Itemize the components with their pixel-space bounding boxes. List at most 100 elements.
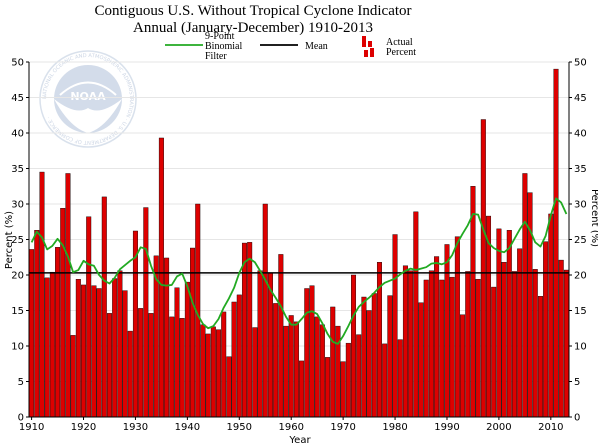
bar-1966 bbox=[319, 324, 325, 418]
y-axis-label-right: Percent (%) bbox=[589, 189, 598, 247]
bar-1989 bbox=[439, 279, 445, 418]
bar-2001 bbox=[501, 262, 507, 418]
bar-1976 bbox=[371, 293, 377, 418]
bar-1933 bbox=[148, 313, 154, 418]
bar-1936 bbox=[164, 257, 170, 418]
bar-1981 bbox=[397, 339, 403, 418]
y-tick-label-left: 5 bbox=[18, 377, 24, 388]
y-tick-label-right: 15 bbox=[574, 306, 587, 317]
y-tick-label-left: 15 bbox=[11, 306, 24, 317]
chart-subtitle: Annual (January-December) 1910-2013 bbox=[133, 20, 373, 36]
y-tick-label-right: 25 bbox=[574, 235, 587, 246]
bar-1945 bbox=[210, 326, 216, 418]
y-tick-label-left: 50 bbox=[11, 58, 24, 69]
logo-wave bbox=[54, 99, 122, 133]
bar-1967 bbox=[325, 357, 331, 418]
bar-1956 bbox=[267, 272, 273, 418]
bar-1927 bbox=[117, 270, 123, 418]
bar-1983 bbox=[408, 270, 414, 418]
x-tick-label: 2010 bbox=[538, 422, 563, 433]
bar-1946 bbox=[216, 329, 222, 418]
bar-1949 bbox=[231, 301, 237, 418]
x-tick-label: 1950 bbox=[227, 422, 252, 433]
y-tick-label-left: 45 bbox=[11, 93, 24, 104]
bar-1957 bbox=[273, 303, 279, 418]
bar-1952 bbox=[247, 242, 253, 418]
bar-1975 bbox=[366, 310, 372, 418]
bar-1944 bbox=[205, 333, 211, 418]
bar-2013 bbox=[563, 269, 569, 418]
bars bbox=[29, 68, 569, 418]
bar-1961 bbox=[293, 321, 299, 418]
y-tick-label-left: 0 bbox=[18, 413, 24, 424]
legend-actual-swatch bbox=[362, 36, 374, 57]
y-tick-label-left: 30 bbox=[11, 200, 24, 211]
x-tick-label: 1920 bbox=[71, 422, 96, 433]
bar-1932 bbox=[143, 207, 149, 418]
bar-1913 bbox=[44, 277, 50, 418]
bar-1997 bbox=[480, 119, 486, 418]
bar-1982 bbox=[402, 265, 408, 418]
bar-1935 bbox=[158, 137, 164, 418]
bar-1938 bbox=[174, 287, 180, 418]
bar-1992 bbox=[454, 236, 460, 418]
bar-1931 bbox=[138, 308, 144, 418]
y-axis-label-left: Percent (%) bbox=[4, 211, 15, 269]
bar-1940 bbox=[184, 281, 190, 418]
bar-1958 bbox=[278, 254, 284, 418]
bar-1918 bbox=[70, 335, 76, 418]
x-axis-label: Year bbox=[288, 435, 311, 445]
bar-1926 bbox=[112, 278, 118, 418]
bar-1996 bbox=[475, 279, 481, 418]
legend-filter-label-1: 9-Point bbox=[205, 31, 235, 42]
bar-1921 bbox=[86, 216, 92, 418]
filter-line-group bbox=[30, 197, 568, 345]
y-ticks-left: 0 5 10 15 20 25 30 35 40 45 50 bbox=[11, 58, 29, 424]
x-tick-label: 2000 bbox=[486, 422, 511, 433]
bar-1998 bbox=[486, 215, 492, 418]
bar-1919 bbox=[75, 279, 81, 418]
bar-1943 bbox=[200, 324, 206, 418]
bar-1920 bbox=[81, 284, 87, 418]
filter-line bbox=[30, 197, 568, 345]
bar-1953 bbox=[252, 327, 258, 418]
chart-title: Contiguous U.S. Without Tropical Cyclone… bbox=[94, 3, 411, 19]
bar-1923 bbox=[96, 288, 102, 418]
bar-1910 bbox=[29, 249, 35, 418]
bar-1965 bbox=[314, 316, 320, 418]
bar-1951 bbox=[241, 242, 247, 418]
legend-actual-label-1: Actual bbox=[386, 37, 413, 48]
x-tick-label: 1990 bbox=[434, 422, 459, 433]
y-ticks-right: 0 5 10 15 20 25 30 35 40 45 50 bbox=[569, 58, 587, 424]
bar-1978 bbox=[382, 343, 388, 418]
bar-1963 bbox=[304, 288, 310, 418]
x-tick-label: 1930 bbox=[123, 422, 148, 433]
bar-1929 bbox=[127, 330, 133, 418]
x-tick-label: 1970 bbox=[330, 422, 355, 433]
bar-1916 bbox=[60, 208, 66, 418]
x-tick-label: 1980 bbox=[382, 422, 407, 433]
bar-1914 bbox=[49, 271, 55, 418]
y-tick-label-left: 25 bbox=[11, 235, 24, 246]
bar-1980 bbox=[392, 234, 398, 418]
y-tick-label-right: 50 bbox=[574, 58, 587, 69]
legend-filter-label-2: Binomial bbox=[205, 41, 242, 52]
x-ticks: 1910 1920 1930 1940 1950 1960 1970 1980 1990 2000… bbox=[19, 417, 564, 433]
y-tick-label-left: 35 bbox=[11, 164, 24, 175]
bar-1991 bbox=[449, 276, 455, 418]
legend-filter-label-3: Filter bbox=[205, 51, 227, 62]
bar-2009 bbox=[543, 241, 549, 418]
bar-1925 bbox=[106, 313, 112, 418]
bar-1985 bbox=[418, 302, 424, 418]
bar-1974 bbox=[361, 296, 367, 418]
bar-2007 bbox=[532, 269, 538, 418]
bar-1969 bbox=[335, 325, 341, 418]
bar-1954 bbox=[257, 270, 263, 418]
y-tick-label-left: 40 bbox=[11, 129, 24, 140]
bar-2005 bbox=[522, 173, 528, 418]
bar-1947 bbox=[221, 311, 227, 418]
bar-1988 bbox=[434, 256, 440, 418]
bar-2004 bbox=[517, 248, 523, 418]
x-tick-label: 1910 bbox=[19, 422, 44, 433]
bar-1939 bbox=[179, 318, 185, 418]
